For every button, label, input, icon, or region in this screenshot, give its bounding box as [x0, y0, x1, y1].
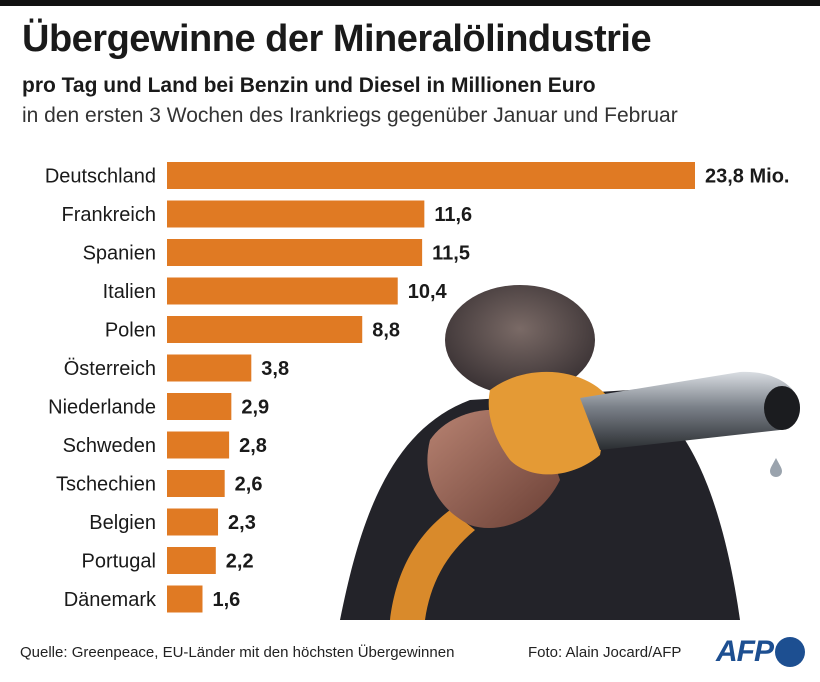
- nozzle-handle: [488, 371, 610, 475]
- nozzle-spout: [580, 371, 800, 450]
- bar-chart: Deutschland 23,8 Mio. Frankreich 11,6 Spanie…: [45, 162, 789, 613]
- value-label: 2,6: [235, 474, 263, 496]
- bar: [167, 354, 252, 382]
- bar: [167, 470, 225, 497]
- value-label: 2,8: [239, 435, 267, 457]
- value-label: 11,6: [434, 204, 472, 226]
- category-label: Portugal: [82, 551, 157, 573]
- bar: [167, 431, 230, 459]
- photo-credit: Foto: Alain Jocard/AFP: [528, 644, 682, 661]
- chart-title: Übergewinne der Mineralölindustrie: [22, 18, 652, 60]
- category-label: Österreich: [64, 358, 156, 380]
- fuel-drop: [770, 458, 782, 477]
- afp-logo: AFP: [716, 632, 805, 672]
- category-label: Frankreich: [62, 204, 156, 226]
- category-label: Italien: [103, 281, 156, 303]
- bar: [167, 508, 219, 536]
- bar: [167, 200, 425, 228]
- category-label: Tschechien: [56, 474, 156, 496]
- fuel-nozzle-photo: [340, 285, 800, 620]
- category-label: Deutschland: [45, 166, 156, 188]
- category-label: Dänemark: [64, 589, 157, 611]
- fuel-hose: [390, 510, 475, 620]
- nozzle-tip: [764, 386, 800, 430]
- value-label: 11,5: [432, 243, 470, 265]
- bar: [167, 162, 695, 189]
- value-label: 8,8: [372, 320, 400, 342]
- value-label: 2,3: [228, 512, 256, 534]
- chart-subtitle: pro Tag und Land bei Benzin und Diesel i…: [22, 74, 596, 97]
- source-note: Quelle: Greenpeace, EU-Länder mit den hö…: [20, 644, 455, 661]
- category-label: Niederlande: [48, 397, 156, 419]
- category-label: Belgien: [89, 512, 156, 534]
- chart-subtitle-period: in den ersten 3 Wochen des Irankriegs ge…: [22, 104, 678, 127]
- value-label: 2,9: [241, 397, 269, 419]
- category-label: Schweden: [63, 435, 156, 457]
- afp-logo-dot: [775, 637, 805, 667]
- top-rule: [0, 0, 820, 6]
- afp-logo-text: AFP: [716, 635, 774, 668]
- value-label: 3,8: [261, 358, 289, 380]
- bar: [167, 239, 423, 266]
- bar: [167, 547, 216, 574]
- category-label: Spanien: [83, 243, 156, 265]
- bar: [167, 316, 363, 343]
- value-label: 1,6: [212, 589, 240, 611]
- person-head: [445, 285, 595, 395]
- value-label: 10,4: [408, 281, 448, 303]
- bar: [167, 585, 203, 613]
- value-label: 2,2: [226, 551, 254, 573]
- bar: [167, 277, 398, 305]
- category-label: Polen: [105, 320, 156, 342]
- bar: [167, 393, 232, 420]
- value-label: 23,8 Mio.: [705, 166, 789, 188]
